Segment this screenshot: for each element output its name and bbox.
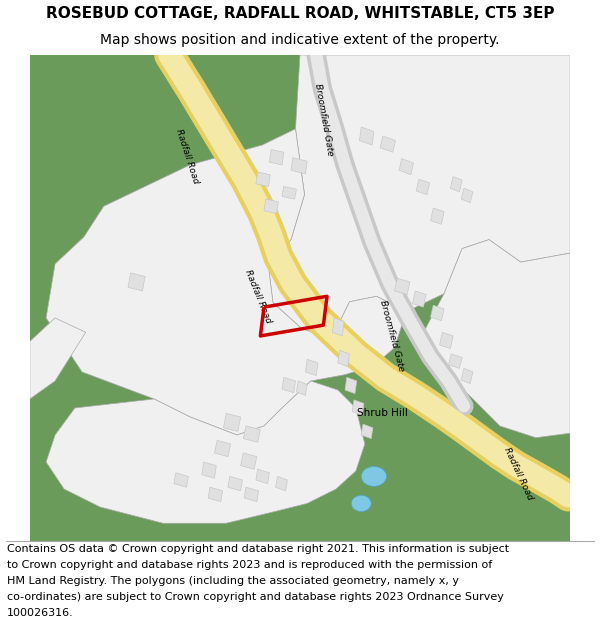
Text: Map shows position and indicative extent of the property.: Map shows position and indicative extent… — [100, 32, 500, 47]
Polygon shape — [256, 469, 269, 484]
Polygon shape — [361, 424, 373, 439]
Text: Shrub Hill: Shrub Hill — [358, 408, 408, 418]
Polygon shape — [399, 159, 413, 175]
Polygon shape — [174, 473, 188, 488]
Polygon shape — [352, 400, 364, 415]
Polygon shape — [338, 351, 350, 366]
Polygon shape — [264, 199, 278, 214]
Polygon shape — [422, 239, 570, 438]
Ellipse shape — [352, 496, 371, 511]
Polygon shape — [359, 127, 374, 145]
Polygon shape — [305, 359, 318, 376]
Text: Radfall Road: Radfall Road — [175, 127, 200, 184]
Polygon shape — [46, 381, 365, 523]
Polygon shape — [241, 453, 257, 469]
Polygon shape — [268, 55, 570, 339]
Polygon shape — [282, 378, 295, 392]
Text: Radfall Road: Radfall Road — [502, 446, 534, 501]
Polygon shape — [395, 278, 410, 294]
Polygon shape — [244, 488, 259, 502]
Polygon shape — [208, 488, 223, 502]
Polygon shape — [30, 318, 86, 399]
Polygon shape — [282, 186, 296, 199]
Polygon shape — [345, 378, 357, 394]
Polygon shape — [440, 332, 453, 349]
Polygon shape — [296, 381, 307, 396]
Text: Broomfield Gate: Broomfield Gate — [313, 83, 334, 157]
Polygon shape — [275, 476, 287, 491]
Polygon shape — [46, 129, 406, 435]
Polygon shape — [461, 368, 473, 384]
Polygon shape — [214, 441, 230, 457]
Polygon shape — [451, 176, 462, 192]
Polygon shape — [291, 158, 307, 174]
Polygon shape — [413, 291, 426, 307]
Polygon shape — [228, 476, 242, 491]
Text: 100026316.: 100026316. — [7, 608, 74, 618]
Polygon shape — [223, 413, 241, 431]
Text: co-ordinates) are subject to Crown copyright and database rights 2023 Ordnance S: co-ordinates) are subject to Crown copyr… — [7, 592, 504, 602]
Polygon shape — [380, 136, 395, 152]
Text: Broomfield Gate: Broomfield Gate — [378, 299, 406, 372]
Ellipse shape — [361, 466, 386, 486]
Polygon shape — [431, 208, 444, 224]
Polygon shape — [416, 179, 430, 194]
Polygon shape — [128, 273, 145, 291]
Text: Radfall Road: Radfall Road — [243, 268, 272, 324]
Text: HM Land Registry. The polygons (including the associated geometry, namely x, y: HM Land Registry. The polygons (includin… — [7, 576, 459, 586]
Polygon shape — [202, 462, 216, 478]
Text: to Crown copyright and database rights 2023 and is reproduced with the permissio: to Crown copyright and database rights 2… — [7, 560, 493, 570]
Polygon shape — [269, 149, 284, 165]
Polygon shape — [431, 306, 444, 321]
Polygon shape — [332, 318, 344, 336]
Polygon shape — [243, 426, 260, 442]
Polygon shape — [461, 188, 473, 202]
Text: ROSEBUD COTTAGE, RADFALL ROAD, WHITSTABLE, CT5 3EP: ROSEBUD COTTAGE, RADFALL ROAD, WHITSTABL… — [46, 6, 554, 21]
Polygon shape — [449, 354, 462, 368]
Text: Contains OS data © Crown copyright and database right 2021. This information is : Contains OS data © Crown copyright and d… — [7, 544, 509, 554]
Polygon shape — [256, 172, 270, 186]
